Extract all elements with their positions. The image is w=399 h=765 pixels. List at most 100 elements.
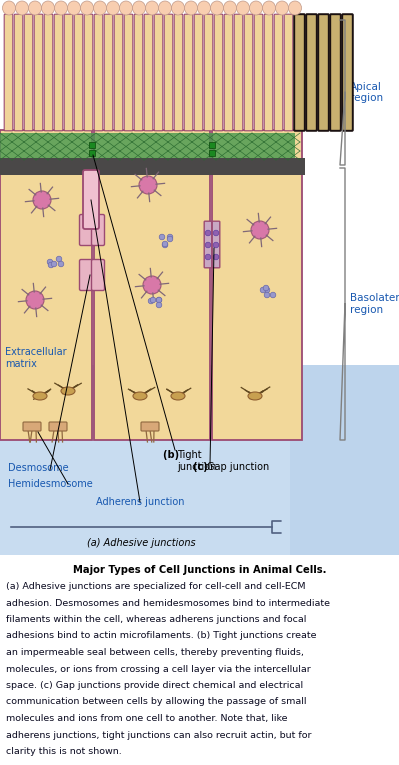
Ellipse shape — [81, 1, 93, 15]
FancyBboxPatch shape — [174, 15, 183, 131]
FancyBboxPatch shape — [164, 15, 173, 131]
Ellipse shape — [67, 1, 81, 15]
Text: adhesions bind to actin microfilaments. (b) Tight junctions create: adhesions bind to actin microfilaments. … — [6, 631, 316, 640]
Circle shape — [48, 262, 54, 268]
Ellipse shape — [263, 1, 275, 15]
Text: Gap junction: Gap junction — [207, 462, 269, 472]
Text: communication between cells by allowing the passage of small: communication between cells by allowing … — [6, 698, 306, 707]
Text: adherens junctions, tight junctions can also recruit actin, but for: adherens junctions, tight junctions can … — [6, 731, 312, 740]
Text: Extracellular
matrix: Extracellular matrix — [5, 347, 67, 369]
FancyBboxPatch shape — [342, 15, 353, 131]
FancyBboxPatch shape — [254, 15, 263, 131]
Ellipse shape — [237, 1, 249, 15]
FancyBboxPatch shape — [141, 422, 159, 431]
Text: Desmosome: Desmosome — [8, 463, 69, 473]
Text: filaments within the cell, whereas adherens junctions and focal: filaments within the cell, whereas adher… — [6, 615, 306, 624]
FancyBboxPatch shape — [14, 15, 23, 131]
Circle shape — [270, 292, 276, 298]
Text: molecules, or ions from crossing a cell layer via the intercellular: molecules, or ions from crossing a cell … — [6, 665, 311, 673]
FancyBboxPatch shape — [284, 15, 293, 131]
FancyBboxPatch shape — [124, 15, 133, 131]
Circle shape — [205, 230, 211, 236]
Ellipse shape — [184, 1, 198, 15]
Ellipse shape — [61, 387, 75, 395]
Ellipse shape — [172, 1, 184, 15]
FancyBboxPatch shape — [244, 15, 253, 131]
Ellipse shape — [146, 1, 158, 15]
Ellipse shape — [119, 1, 132, 15]
Circle shape — [205, 254, 211, 260]
Text: (b): (b) — [163, 450, 182, 460]
Bar — [89, 142, 95, 148]
FancyBboxPatch shape — [91, 214, 105, 246]
Circle shape — [56, 256, 62, 262]
FancyBboxPatch shape — [74, 15, 83, 131]
FancyBboxPatch shape — [44, 15, 53, 131]
FancyBboxPatch shape — [134, 15, 143, 131]
FancyBboxPatch shape — [294, 15, 305, 131]
FancyBboxPatch shape — [318, 15, 329, 131]
Bar — [212, 130, 302, 440]
FancyBboxPatch shape — [154, 15, 163, 131]
Bar — [0, 440, 290, 555]
Circle shape — [263, 285, 269, 291]
Ellipse shape — [288, 1, 302, 15]
Ellipse shape — [198, 1, 211, 15]
Ellipse shape — [16, 1, 28, 15]
FancyBboxPatch shape — [49, 422, 67, 431]
FancyBboxPatch shape — [104, 15, 113, 131]
Circle shape — [260, 287, 266, 293]
FancyBboxPatch shape — [204, 15, 213, 131]
Ellipse shape — [33, 392, 47, 400]
Ellipse shape — [132, 1, 146, 15]
Circle shape — [148, 298, 154, 304]
Circle shape — [264, 292, 270, 298]
FancyBboxPatch shape — [264, 15, 273, 131]
Text: space. (c) Gap junctions provide direct chemical and electrical: space. (c) Gap junctions provide direct … — [6, 681, 303, 690]
FancyBboxPatch shape — [194, 15, 203, 131]
Circle shape — [159, 234, 165, 239]
Circle shape — [162, 241, 168, 247]
FancyBboxPatch shape — [184, 15, 193, 131]
Circle shape — [167, 234, 173, 239]
FancyBboxPatch shape — [330, 15, 341, 131]
Text: molecules and ions from one cell to another. Note that, like: molecules and ions from one cell to anot… — [6, 714, 288, 723]
FancyBboxPatch shape — [79, 214, 93, 246]
Bar — [209, 150, 215, 156]
FancyBboxPatch shape — [79, 259, 93, 291]
Ellipse shape — [248, 392, 262, 400]
FancyBboxPatch shape — [234, 15, 243, 131]
Circle shape — [26, 291, 44, 309]
Circle shape — [139, 176, 157, 194]
Ellipse shape — [133, 392, 147, 400]
Ellipse shape — [211, 1, 223, 15]
Bar — [89, 150, 95, 156]
Ellipse shape — [158, 1, 172, 15]
Bar — [0, 365, 399, 555]
Circle shape — [143, 276, 161, 294]
Ellipse shape — [275, 1, 288, 15]
FancyBboxPatch shape — [83, 170, 99, 229]
Text: Adherens junction: Adherens junction — [96, 497, 184, 507]
Ellipse shape — [171, 392, 185, 400]
Bar — [0, 130, 92, 440]
Circle shape — [167, 236, 173, 242]
Ellipse shape — [55, 1, 67, 15]
FancyBboxPatch shape — [204, 221, 212, 268]
Text: Hemidesmosome: Hemidesmosome — [8, 479, 93, 489]
Circle shape — [162, 243, 168, 248]
FancyBboxPatch shape — [84, 15, 93, 131]
FancyBboxPatch shape — [24, 15, 33, 131]
Ellipse shape — [2, 1, 16, 15]
FancyBboxPatch shape — [144, 15, 153, 131]
Text: adhesion. Desmosomes and hemidesmosomes bind to intermediate: adhesion. Desmosomes and hemidesmosomes … — [6, 598, 330, 607]
FancyBboxPatch shape — [54, 15, 63, 131]
Ellipse shape — [41, 1, 55, 15]
Text: an impermeable seal between cells, thereby preventing fluids,: an impermeable seal between cells, there… — [6, 648, 304, 657]
Circle shape — [51, 261, 57, 267]
FancyBboxPatch shape — [23, 422, 41, 431]
Circle shape — [156, 297, 162, 303]
FancyBboxPatch shape — [91, 259, 105, 291]
Bar — [209, 142, 215, 148]
FancyBboxPatch shape — [94, 15, 103, 131]
